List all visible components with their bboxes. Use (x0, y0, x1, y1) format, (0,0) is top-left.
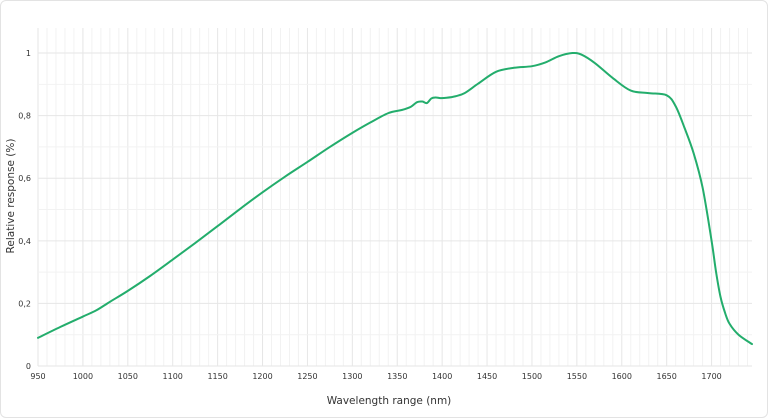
x-tick-label: 1000 (73, 372, 93, 381)
y-tick-label: 0,2 (18, 299, 31, 308)
x-tick-label: 1450 (477, 372, 497, 381)
x-tick-label: 1300 (342, 372, 362, 381)
x-tick-labels: 950 1000 1050 1100 1150 1200 1250 1300 1350 1400 1… (30, 372, 721, 381)
x-tick-label: 1350 (387, 372, 407, 381)
x-tick-label: 1600 (612, 372, 632, 381)
y-tick-labels: 0 0,2 0,4 0,6 0,8 1 (18, 49, 31, 371)
grid-lines (37, 28, 752, 367)
y-tick-label: 0 (26, 362, 31, 371)
x-tick-label: 1700 (701, 372, 721, 381)
x-tick-label: 1550 (567, 372, 587, 381)
x-tick-label: 950 (30, 372, 45, 381)
y-tick-label: 0,4 (18, 237, 31, 246)
x-tick-label: 1400 (432, 372, 452, 381)
x-tick-label: 1250 (297, 372, 317, 381)
x-tick-label: 1050 (118, 372, 138, 381)
series-line (37, 51, 753, 346)
x-axis-label: Wavelength range (nm) (327, 395, 452, 407)
x-tick-label: 1200 (252, 372, 272, 381)
y-axis-label: Relative response (%) (5, 139, 17, 254)
y-tick-label: 0,6 (18, 174, 31, 183)
x-tick-label: 1100 (163, 372, 183, 381)
y-tick-label: 0,8 (18, 112, 31, 121)
y-tick-label: 1 (26, 49, 31, 58)
x-tick-label: 1150 (207, 372, 227, 381)
x-tick-label: 1500 (522, 372, 542, 381)
x-tick-label: 1650 (656, 372, 676, 381)
